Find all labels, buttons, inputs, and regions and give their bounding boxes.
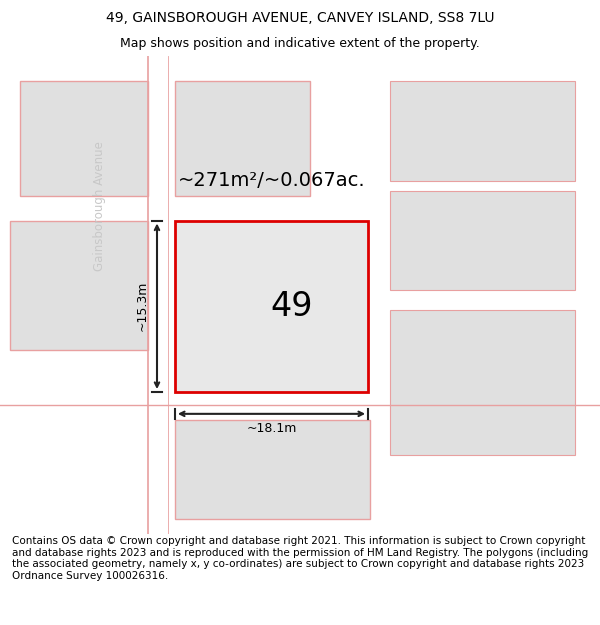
Bar	[175, 420, 370, 519]
Bar	[390, 81, 575, 181]
Text: 49: 49	[270, 290, 313, 322]
Bar	[175, 81, 310, 196]
Text: Gainsborough Avenue: Gainsborough Avenue	[94, 141, 107, 271]
Text: Contains OS data © Crown copyright and database right 2021. This information is : Contains OS data © Crown copyright and d…	[12, 536, 588, 581]
Text: ~15.3m: ~15.3m	[136, 281, 149, 331]
Bar	[390, 310, 575, 455]
Bar	[190, 282, 265, 367]
Bar	[175, 221, 368, 392]
Text: ~18.1m: ~18.1m	[247, 422, 296, 435]
Text: ~271m²/~0.067ac.: ~271m²/~0.067ac.	[178, 171, 365, 190]
Bar	[20, 81, 148, 196]
Text: 49, GAINSBOROUGH AVENUE, CANVEY ISLAND, SS8 7LU: 49, GAINSBOROUGH AVENUE, CANVEY ISLAND, …	[106, 11, 494, 25]
Bar	[390, 191, 575, 291]
Bar	[10, 221, 148, 350]
Text: Map shows position and indicative extent of the property.: Map shows position and indicative extent…	[120, 36, 480, 49]
